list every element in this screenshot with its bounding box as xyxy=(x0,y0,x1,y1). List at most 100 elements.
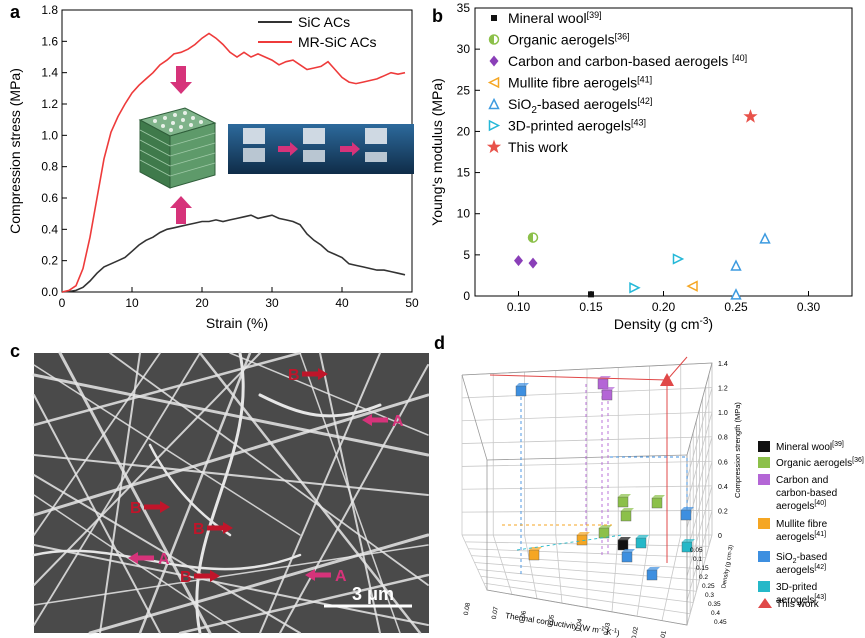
legend-label: 3D-prited xyxy=(776,582,817,593)
data-point xyxy=(588,291,594,298)
x-tick-label: 0 xyxy=(59,296,66,310)
grid-line xyxy=(661,534,682,621)
point-sio2 xyxy=(515,385,527,397)
point-organic-top xyxy=(618,494,631,497)
legend-label: carbon-based xyxy=(776,488,837,499)
fiber xyxy=(33,352,261,586)
point-sio2 xyxy=(621,551,633,563)
compression-arrows xyxy=(170,66,192,224)
data-point xyxy=(686,280,698,292)
x-tick-label: 0.15 xyxy=(579,300,603,314)
point-mullite-top xyxy=(577,532,590,535)
fiber xyxy=(32,351,302,427)
z-tick-label: 1.2 xyxy=(718,386,728,393)
data-point xyxy=(672,253,685,265)
grid-line xyxy=(483,582,691,615)
x-tick-label: 20 xyxy=(195,296,209,310)
x-tick-label: 0.20 xyxy=(652,300,676,314)
fiber xyxy=(32,373,430,457)
legend-marker-fill xyxy=(489,35,494,44)
panel-a-chart: a 0 10 20 30 40 50 0.0 0.2 0.4 0.6 0.8 1.0 1.2 1.4 1.6… xyxy=(7,2,419,331)
z-tick-label: 0.6 xyxy=(718,459,728,466)
point-sio2-top xyxy=(647,567,660,570)
panel-b-axes: 0.10 0.15 0.20 0.25 0.30 0 5 10 15 20 25 30 35 Densit… xyxy=(430,1,853,332)
fiber xyxy=(258,393,382,418)
legend-marker xyxy=(758,598,772,608)
x-tick-label: 50 xyxy=(405,296,419,310)
grid-line xyxy=(611,534,619,612)
z-tick-label: 1.0 xyxy=(718,410,728,417)
panel-b-plot-area xyxy=(514,109,771,300)
sem-marker: A xyxy=(128,551,170,568)
legend-marker xyxy=(488,97,500,110)
sem-fibers xyxy=(32,351,430,635)
legend-label: 3D-printed aerogels[43] xyxy=(508,118,646,134)
legend-marker xyxy=(489,55,499,67)
drop-line xyxy=(607,456,688,515)
y-tick-label: 30 xyxy=(457,42,471,56)
point-organic-top xyxy=(599,525,612,528)
y-tick-label: 35 xyxy=(457,1,471,15)
this-work-line xyxy=(666,356,688,381)
y-tick-label: 0.35 xyxy=(708,601,721,608)
legend-label: aerogels[41] xyxy=(776,531,826,543)
panel-d-legend: Mineral wool[39] Organic aerogels[36] Carb… xyxy=(758,441,864,610)
y-tick-label: 1.4 xyxy=(41,66,58,80)
arrow-right-icon xyxy=(340,142,360,156)
point-sio2 xyxy=(646,569,658,581)
sem-marker-label: B xyxy=(130,500,142,517)
fiber xyxy=(33,474,301,634)
legend-marker xyxy=(758,457,770,468)
scale-bar: 3 μm xyxy=(324,584,412,608)
x-tick-label: 40 xyxy=(335,296,349,310)
legend-marker xyxy=(486,139,502,154)
fiber xyxy=(33,544,429,606)
y-tick-label: 0.1 xyxy=(693,556,702,563)
grid-line xyxy=(477,568,697,592)
data-point xyxy=(528,257,538,269)
legend-label: Mineral wool[39] xyxy=(508,10,602,26)
z-tick-label: 0.8 xyxy=(718,435,728,442)
y-axis-label: Compression stress (MPa) xyxy=(7,68,23,234)
legend-label: aerogels[43] xyxy=(776,594,826,606)
fiber xyxy=(33,454,429,496)
point-sio2-top xyxy=(681,507,694,510)
legend-label: This work xyxy=(776,599,820,610)
fiber xyxy=(32,549,302,571)
y-tick-label: 0.05 xyxy=(690,547,703,554)
point-organic-top xyxy=(621,508,634,511)
panel-a-plot-area xyxy=(61,32,406,293)
x-tick-label: 0.25 xyxy=(724,300,748,314)
point-3d-printed-top xyxy=(682,539,695,542)
y-tick-label: 25 xyxy=(457,83,471,97)
point-carbon-top xyxy=(602,387,615,390)
legend-label: SiO2-based aerogels[42] xyxy=(508,96,652,116)
y-tick-label: 0.4 xyxy=(711,610,720,617)
arrow-right-icon xyxy=(207,522,233,534)
data-point-fill xyxy=(528,233,533,243)
point-mullite-top xyxy=(529,547,542,550)
fiber xyxy=(58,351,212,635)
legend-label: aerogels[42] xyxy=(776,564,826,576)
y-tick-label: 0.8 xyxy=(41,160,58,174)
point-organic xyxy=(651,497,663,509)
y-tick-label: 0 xyxy=(463,289,470,303)
z-tick-label: 0.2 xyxy=(718,508,728,515)
legend-marker xyxy=(758,441,770,452)
sem-marker: B xyxy=(130,500,170,517)
y-tick-label: 20 xyxy=(457,124,471,138)
fiber xyxy=(259,352,381,634)
point-mullite xyxy=(576,534,588,546)
legend-label: aerogels[40] xyxy=(776,500,826,512)
x-tick-label: 0.08 xyxy=(463,602,472,616)
legend-label: Carbon and carbon-based aerogels [40] xyxy=(508,53,747,69)
point-mineral-wool-top xyxy=(618,537,631,540)
fiber xyxy=(33,494,241,634)
sem-marker-label: A xyxy=(158,551,170,568)
y-tick-label: 0.6 xyxy=(41,191,58,205)
point-carbon xyxy=(601,389,613,401)
sem-marker: B xyxy=(180,569,220,586)
grid-line xyxy=(686,534,713,626)
x-axis-label: Density (g cm-3) xyxy=(614,316,713,332)
legend-marker xyxy=(491,15,497,21)
